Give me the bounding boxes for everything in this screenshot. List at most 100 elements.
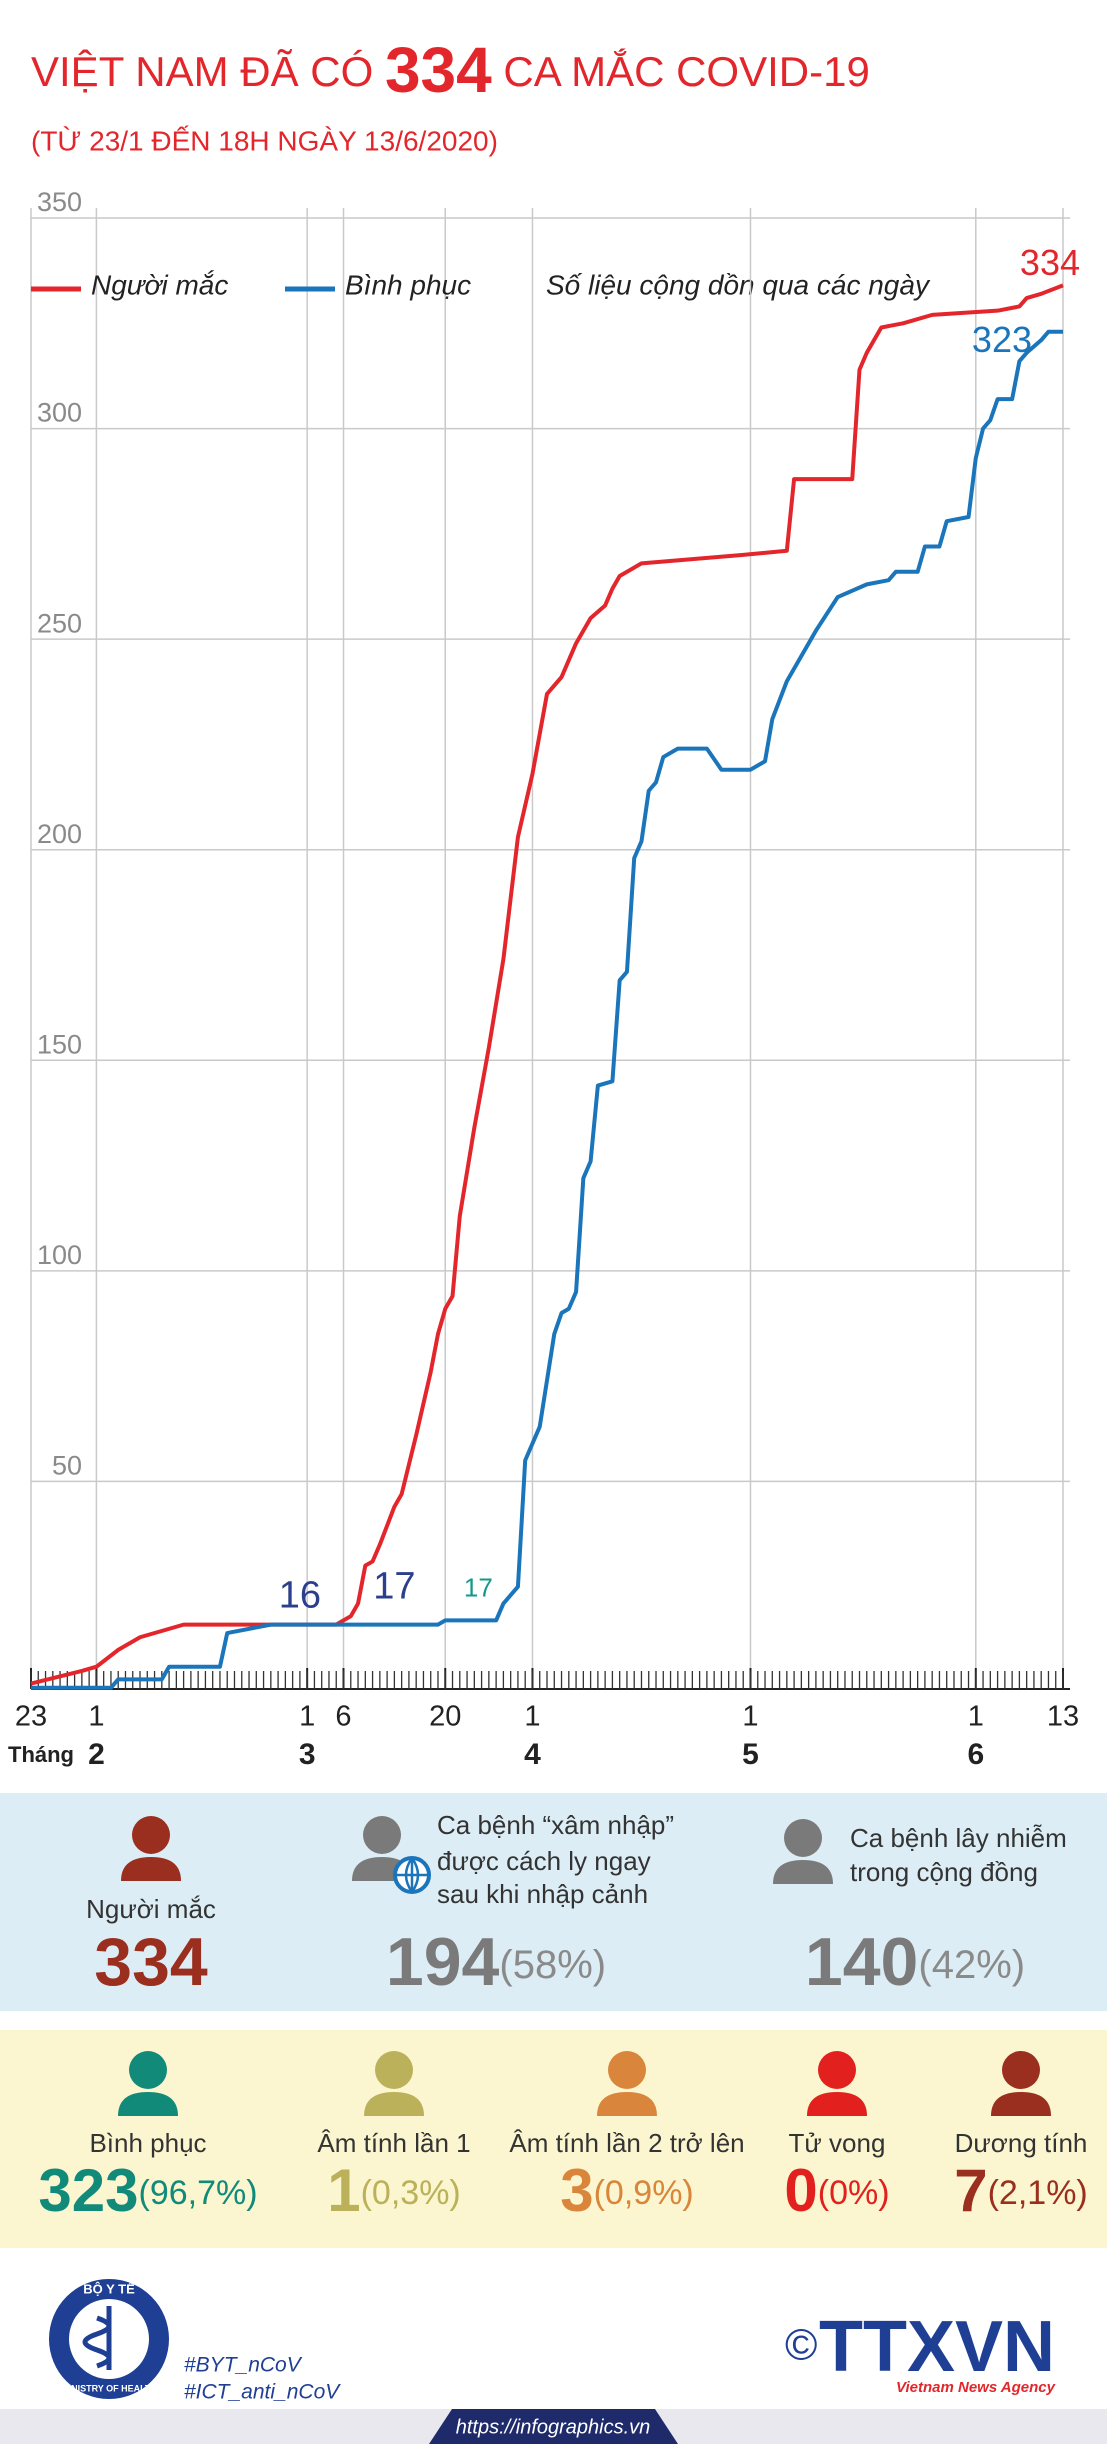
outcome-label: Âm tính lần 1 <box>317 2128 470 2158</box>
legend-label: Người mắc <box>91 269 228 300</box>
percent: (2,1%) <box>988 2174 1088 2212</box>
summary-label: Người mắc <box>86 1894 216 1924</box>
annotation: 17 <box>373 1565 415 1607</box>
person-icon-head <box>608 2051 646 2089</box>
logo-emblem <box>82 2306 112 2370</box>
value: 323 <box>38 2157 138 2224</box>
month-label: 3 <box>299 1738 316 1771</box>
summary-value: 194(58%) <box>386 1924 606 2000</box>
summary-label: Ca bệnh “xâm nhập” <box>437 1810 674 1840</box>
title-number: 334 <box>385 34 492 106</box>
series-line <box>31 329 1063 1690</box>
outcome-value: 0(0%) <box>784 2157 889 2224</box>
y-tick-label: 50 <box>52 1451 82 1481</box>
summary-label: sau khi nhập cảnh <box>437 1879 648 1909</box>
subtitle: (TỪ 23/1 ĐẾN 18H NGÀY 13/6/2020) <box>31 125 498 156</box>
x-tick-label: 1 <box>524 1701 540 1733</box>
url-tab <box>429 2409 678 2444</box>
outcome-label: Âm tính lần 2 trở lên <box>509 2128 744 2158</box>
outcome-value: 3(0,9%) <box>560 2157 694 2224</box>
title: VIỆT NAM ĐÃ CÓ 334 CA MẮC COVID-19 <box>31 34 870 106</box>
summary-label: Ca bệnh lây nhiễm <box>850 1823 1067 1853</box>
x-tick-label: 20 <box>429 1701 461 1733</box>
person-icon-head <box>1002 2051 1040 2089</box>
person-icon-body <box>364 2092 424 2116</box>
logo-text: MINISTRY OF HEALTH <box>61 2383 157 2393</box>
outcome-label: Dương tính <box>955 2128 1088 2158</box>
person-icon-body <box>118 2092 178 2116</box>
month-label: 5 <box>742 1738 759 1771</box>
x-tick-label: 1 <box>742 1701 758 1733</box>
agency-subtitle: Vietnam News Agency <box>896 2379 1056 2396</box>
title-part: VIỆT NAM ĐÃ CÓ <box>31 48 385 95</box>
percent: (0,3%) <box>361 2174 461 2212</box>
x-tick-label: 13 <box>1047 1701 1079 1733</box>
value: 334 <box>94 1924 208 2000</box>
legend-label: Bình phục <box>345 269 471 300</box>
person-icon-head <box>129 2051 167 2089</box>
person-icon-head <box>818 2051 856 2089</box>
month-prefix: Tháng <box>8 1742 74 1767</box>
annotation: 334 <box>1020 242 1080 283</box>
annotation: 323 <box>972 319 1032 360</box>
summary-panel <box>0 1793 1107 2011</box>
y-tick-label: 300 <box>37 398 82 428</box>
agency-logo: TTXVN <box>819 2307 1055 2387</box>
person-icon-head <box>375 2051 413 2089</box>
y-tick-label: 150 <box>37 1029 82 1059</box>
annotation: 17 <box>464 1572 493 1602</box>
month-label: 4 <box>524 1738 541 1771</box>
value: 140 <box>805 1924 918 2000</box>
percent: (0,9%) <box>594 2174 694 2212</box>
url: https://infographics.vn <box>456 2416 651 2438</box>
person-icon-body <box>807 2092 867 2116</box>
value: 0 <box>784 2157 817 2224</box>
hashtag: #ICT_anti_nCoV <box>184 2381 341 2404</box>
y-tick-label: 100 <box>37 1240 82 1270</box>
outcome-value: 7(2,1%) <box>954 2157 1088 2224</box>
annotation: 16 <box>279 1575 321 1617</box>
person-icon-body <box>991 2092 1051 2116</box>
value: 7 <box>954 2157 987 2224</box>
outcome-label: Bình phục <box>89 2128 206 2158</box>
value: 1 <box>327 2157 360 2224</box>
x-tick-label: 6 <box>335 1701 351 1733</box>
outcome-value: 323(96,7%) <box>38 2157 257 2224</box>
person-icon-body <box>773 1860 833 1884</box>
month-label: 6 <box>967 1738 984 1771</box>
y-tick-label: 350 <box>37 187 82 217</box>
person-icon-head <box>132 1816 170 1854</box>
percent: (58%) <box>499 1943 606 1987</box>
person-icon-body <box>121 1857 181 1881</box>
summary-value: 334 <box>94 1924 208 2000</box>
note: Số liệu cộng dồn qua các ngày <box>546 269 931 300</box>
person-icon-head <box>363 1816 401 1854</box>
month-label: 2 <box>88 1738 105 1771</box>
title-part: CA MẮC COVID-19 <box>492 47 870 95</box>
copyright: © <box>785 2321 817 2370</box>
ministry-logo: BỘ Y TẾ MINISTRY OF HEALTH <box>49 2279 169 2399</box>
x-tick-label: 1 <box>299 1701 315 1733</box>
person-icon-body <box>597 2092 657 2116</box>
value: 194 <box>386 1924 500 2000</box>
percent: (96,7%) <box>139 2174 258 2212</box>
hashtag: #BYT_nCoV <box>184 2354 303 2377</box>
value: 3 <box>560 2157 593 2224</box>
summary-label: trong cộng đồng <box>850 1857 1038 1887</box>
y-tick-label: 250 <box>37 608 82 638</box>
y-tick-label: 200 <box>37 819 82 849</box>
logo-text: BỘ Y TẾ <box>83 2281 135 2296</box>
percent: (42%) <box>918 1943 1025 1987</box>
person-icon-head <box>784 1819 822 1857</box>
percent: (0%) <box>818 2174 890 2212</box>
outcome-value: 1(0,3%) <box>327 2157 461 2224</box>
summary-label: được cách ly ngay <box>437 1846 651 1876</box>
series-line <box>30 283 1064 1686</box>
outcome-label: Tử vong <box>789 2128 886 2158</box>
outcomes-panel <box>0 2030 1107 2248</box>
globe-lines <box>395 1857 429 1895</box>
x-tick-label: 1 <box>88 1701 104 1733</box>
x-tick-label: 23 <box>15 1701 47 1733</box>
